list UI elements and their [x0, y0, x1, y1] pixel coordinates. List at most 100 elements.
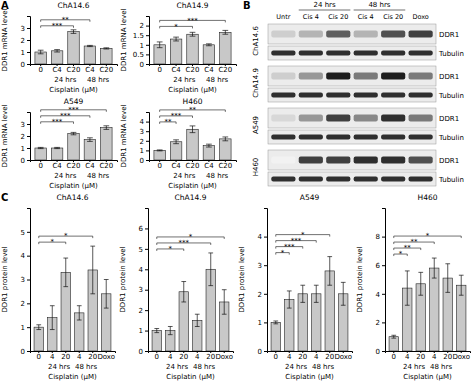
significance-label: **: [411, 238, 419, 246]
panel-label: C: [1, 192, 8, 203]
x-tick-label: 0: [157, 162, 161, 170]
y-tick-label: 8: [376, 233, 380, 241]
y-tick-label: 1: [21, 145, 25, 153]
western-blot: 24 hrs48 hrsUntrCis 4Cis 20Cis 4Cis 20Do…: [243, 0, 464, 186]
x-tick-label: 0: [274, 353, 278, 361]
x-tick: C20: [186, 64, 200, 74]
bar: [389, 337, 398, 351]
x-tick-label: 4: [314, 353, 319, 361]
y-tick-label: 4: [21, 252, 26, 260]
x-axis-title: Cisplatin (μM): [49, 86, 98, 94]
tick-mark: [27, 232, 30, 233]
y-tick-label: 6: [139, 225, 144, 233]
x-axis: 0420420Doxo: [31, 351, 116, 361]
band: [409, 31, 433, 38]
y-tick: 2: [140, 138, 149, 146]
x-tick: C20: [218, 160, 232, 170]
x-tick: 4: [50, 351, 55, 361]
y-axis: 0123456: [139, 209, 149, 356]
group-label: 24 hrs: [173, 172, 195, 180]
blot-frame: [268, 88, 436, 102]
group-label: 24 hrs: [314, 1, 336, 9]
x-tick: 20: [179, 351, 188, 361]
x-tick-label: 20: [88, 353, 97, 361]
x-axis: 0C4C20C4C20: [31, 64, 118, 74]
bar-chart: 024680420420Doxo24 hrs48 hrsCisplatin (μ…: [356, 193, 471, 381]
tick-mark: [146, 160, 149, 161]
row-label: Tubulin: [438, 176, 464, 184]
error-bar: [90, 246, 95, 294]
panel-label: A: [1, 0, 9, 11]
y-tick-label: 0: [139, 348, 143, 356]
band: [271, 177, 295, 182]
x-tick: 0: [157, 160, 161, 170]
chart-title: A549: [300, 193, 320, 202]
error-bar: [418, 272, 423, 295]
y-tick: 1: [139, 327, 148, 335]
lane-label: Cis 20: [328, 13, 348, 21]
bar-chart: 01230C4C20C4C2024 hrs48 hrsCisplatin (μM…: [1, 0, 118, 94]
bar-chart: 0123450420420Doxo24 hrs48 hrsCisplatin (…: [1, 192, 116, 381]
tick-mark: [146, 122, 149, 123]
chart-title: ChA14.9: [177, 1, 209, 10]
tick-mark: [27, 148, 30, 149]
y-tick-label: 5: [139, 246, 143, 254]
cell-line-label: ChA14.6: [252, 26, 260, 56]
band: [354, 31, 378, 38]
band: [299, 157, 323, 164]
significance-label: *: [174, 23, 178, 31]
x-tick: C4: [171, 64, 181, 74]
x-tick-label: C4: [204, 162, 214, 170]
y-axis: 01234: [258, 209, 268, 356]
row-label: DDR1: [439, 157, 459, 165]
y-axis: 0123: [21, 113, 31, 165]
x-axis-title: Cisplatin (μM): [168, 86, 217, 94]
y-axis: 0123: [21, 17, 31, 69]
x-tick: C4: [52, 160, 62, 170]
y-tick: 0: [140, 157, 149, 165]
y-tick: 4: [21, 252, 30, 260]
error-bar: [154, 329, 159, 333]
x-axis-title: Cisplatin (μM): [285, 373, 334, 381]
x-tick-label: 0: [38, 66, 42, 74]
chart-title: H460: [418, 193, 438, 202]
group-label: 24 hrs: [54, 76, 76, 84]
error-bar: [103, 48, 109, 49]
x-tick-label: C4: [85, 66, 95, 74]
tick-mark: [27, 124, 30, 125]
band: [299, 135, 323, 140]
tick-mark: [146, 131, 149, 132]
y-tick-label: 0: [140, 157, 144, 165]
band: [299, 73, 323, 80]
error-bar: [222, 137, 228, 141]
group-label: 48 hrs: [87, 172, 109, 180]
x-tick-label: 20: [416, 353, 425, 361]
error-bar: [63, 258, 68, 287]
y-tick: 0.5: [133, 51, 149, 59]
y-tick-label: 4: [258, 233, 263, 241]
y-tick: 2: [21, 300, 30, 308]
error-bar: [208, 253, 213, 286]
y-tick: 0: [140, 61, 149, 69]
error-bar: [405, 271, 410, 305]
x-tick: C20: [186, 160, 200, 170]
y-tick-label: 1.5: [133, 32, 144, 40]
y-axis-title: DDR1 mRNA level: [1, 104, 9, 167]
bar: [51, 51, 62, 64]
y-tick-label: 0: [21, 348, 25, 356]
x-tick: Doxo: [215, 351, 233, 361]
y-tick: 0: [139, 348, 148, 356]
error-bar: [103, 126, 109, 130]
band: [354, 115, 378, 122]
axis-line: [264, 209, 268, 352]
x-tick: 0: [38, 64, 42, 74]
y-tick-label: 4: [376, 291, 381, 299]
y-tick: 8: [376, 233, 385, 241]
x-tick: C4: [204, 160, 214, 170]
x-axis-title: Cisplatin (μM): [403, 373, 452, 381]
error-bar: [222, 30, 228, 34]
band: [326, 31, 350, 38]
significance-label: *: [426, 232, 430, 240]
group-label: 24 hrs: [48, 363, 70, 371]
error-bar: [168, 326, 173, 334]
